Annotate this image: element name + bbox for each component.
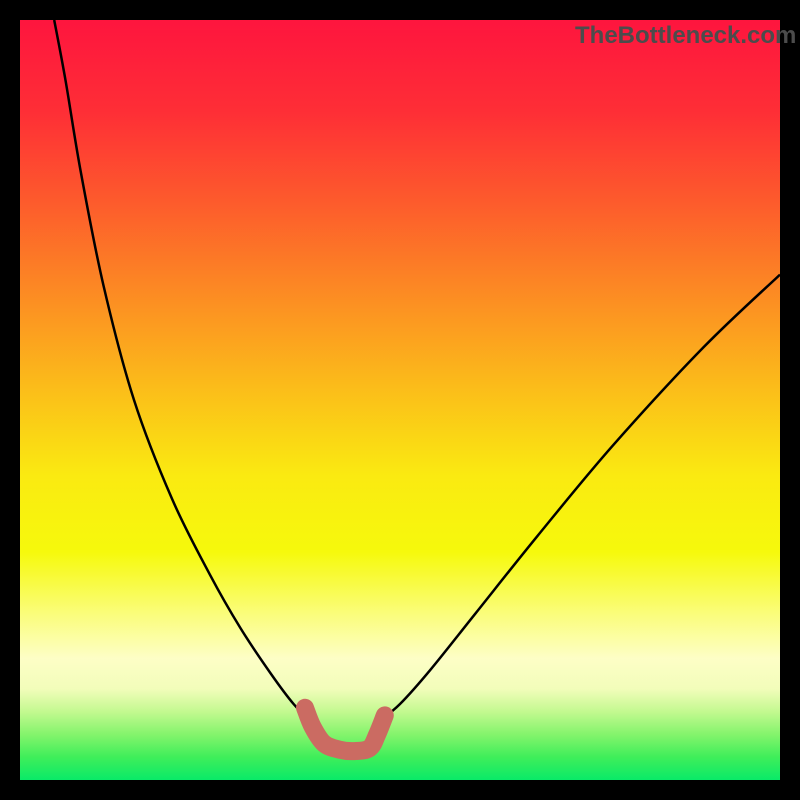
chart-svg [0,0,800,800]
watermark-text: TheBottleneck.com [575,22,796,50]
chart-container: TheBottleneck.com [0,0,800,800]
